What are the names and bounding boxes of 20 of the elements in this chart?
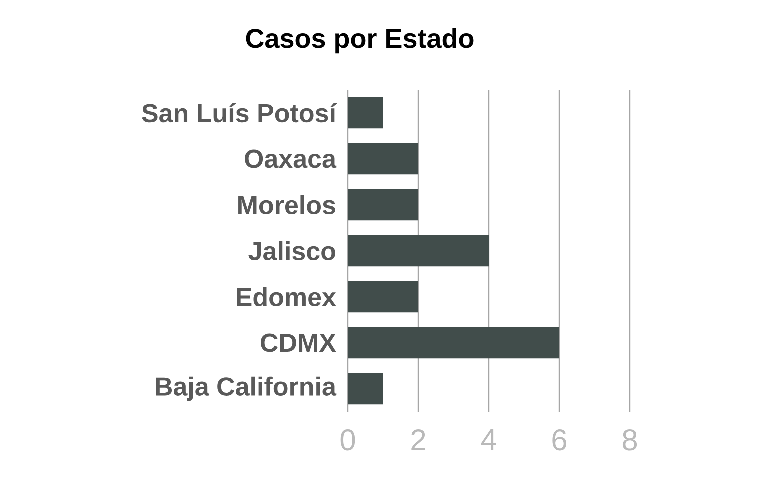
bar <box>348 327 560 359</box>
bar <box>348 97 384 129</box>
bar <box>348 235 490 267</box>
x-tick-label: 2 <box>412 430 426 450</box>
bar <box>348 143 419 175</box>
bar <box>348 373 384 405</box>
y-tick-label: Baja California <box>156 376 337 402</box>
y-tick-label: CDMX <box>260 334 336 352</box>
x-tick-label: 0 <box>340 430 356 451</box>
y-tick-label: Morelos <box>238 195 336 215</box>
y-tick-label: Jalisco <box>248 241 336 261</box>
x-tick-label: 4 <box>481 430 496 450</box>
chart-title: Casos por Estado <box>246 28 474 54</box>
bar <box>348 189 419 221</box>
x-tick-label: 8 <box>622 430 638 451</box>
y-tick-label: Oaxaca <box>245 150 337 168</box>
bar <box>348 281 419 313</box>
y-tick-label: Edomex <box>237 287 336 307</box>
x-tick-label: 6 <box>552 430 567 451</box>
y-tick-label: San Luís Potosí <box>142 103 338 123</box>
